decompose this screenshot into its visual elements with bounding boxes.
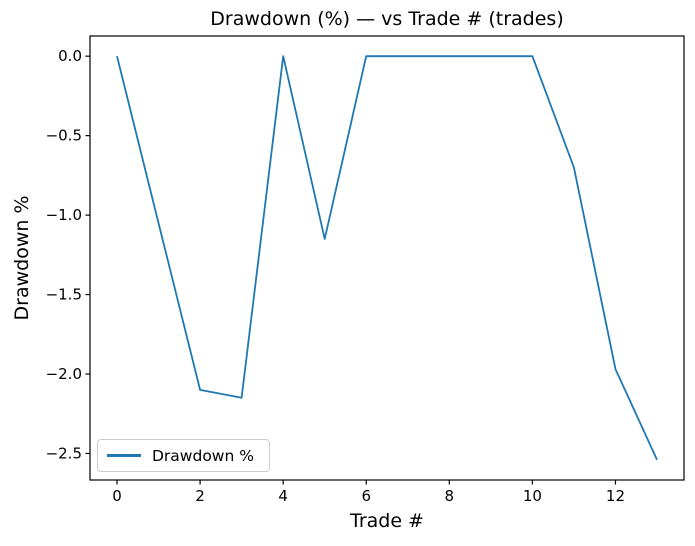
y-tick-label: 0.0 [58,47,82,65]
x-tick-label: 10 [523,487,542,505]
y-tick-label: −0.5 [46,127,82,145]
legend-label: Drawdown % [152,446,254,465]
drawdown-line [116,55,658,461]
x-tick-label: 6 [361,487,371,505]
y-tick-label: −2.0 [46,365,82,383]
y-tick-label: −1.0 [46,206,82,224]
chart-title: Drawdown (%) — vs Trade # (trades) [210,8,564,30]
axes-box [89,35,685,481]
x-tick-label: 2 [195,487,205,505]
x-tick-label: 0 [112,487,122,505]
y-tick-label: −1.5 [46,286,82,304]
x-axis-label: Trade # [350,510,424,532]
y-tick-label: −2.5 [46,444,82,462]
x-tick-label: 12 [606,487,625,505]
legend: Drawdown % [97,439,270,472]
y-axis-label: Drawdown % [11,195,33,321]
x-tick-label: 4 [278,487,288,505]
x-tick-label: 8 [445,487,455,505]
legend-line-sample [107,454,141,457]
